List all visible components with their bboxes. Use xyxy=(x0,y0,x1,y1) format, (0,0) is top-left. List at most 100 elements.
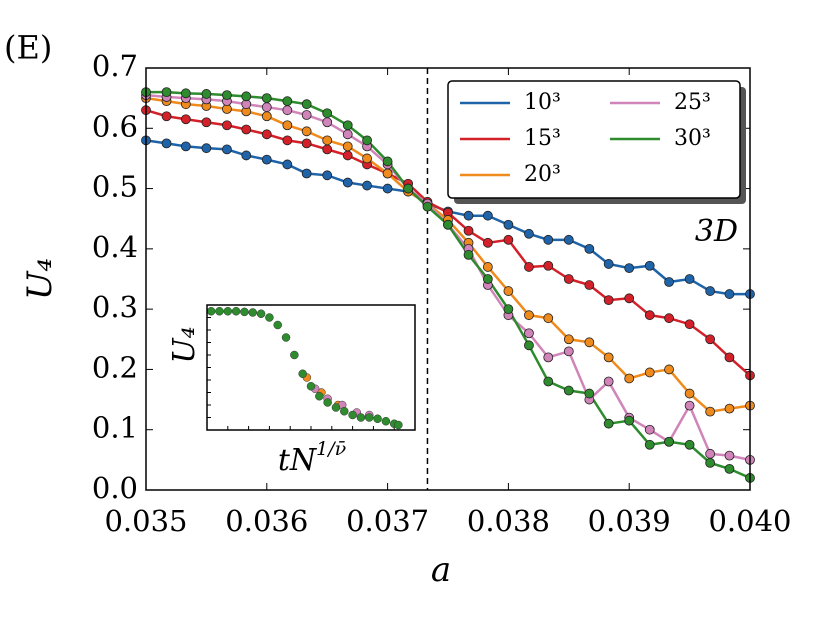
data-point xyxy=(705,286,716,296)
data-point xyxy=(724,463,735,474)
x-tick-label: 0.035 xyxy=(104,504,187,538)
inset-frame xyxy=(206,304,416,431)
data-point xyxy=(664,364,674,375)
y-tick-label: 0.5 xyxy=(92,170,138,204)
y-tick-label: 0.3 xyxy=(92,290,138,324)
inset-point xyxy=(340,407,349,416)
x-tick-label: 0.038 xyxy=(467,504,550,538)
data-point xyxy=(362,180,372,191)
data-point xyxy=(482,274,493,284)
data-point xyxy=(201,143,212,154)
data-point xyxy=(563,334,574,345)
data-point xyxy=(201,117,212,128)
data-point xyxy=(603,259,614,269)
x-tick-label: 0.039 xyxy=(588,504,671,538)
data-point xyxy=(322,135,333,146)
y-tick-label: 0.7 xyxy=(92,49,138,83)
data-point xyxy=(261,154,272,165)
data-point xyxy=(563,234,574,245)
data-point xyxy=(161,138,172,149)
data-point xyxy=(463,225,474,236)
data-point xyxy=(624,373,635,384)
data-point xyxy=(563,274,574,284)
data-point xyxy=(222,120,232,131)
data-point xyxy=(503,286,514,296)
data-point xyxy=(644,424,655,435)
data-point xyxy=(603,352,614,363)
data-point xyxy=(644,310,655,321)
data-point xyxy=(463,210,474,221)
data-point xyxy=(684,439,695,450)
inset-x-label-base: tN xyxy=(278,443,318,478)
legend-label: 20³ xyxy=(524,162,561,187)
data-point xyxy=(241,150,252,161)
data-point xyxy=(403,183,414,194)
y-tick-label: 0.0 xyxy=(92,471,138,505)
data-point xyxy=(724,352,735,363)
data-point xyxy=(524,228,534,239)
data-point xyxy=(584,243,595,254)
data-point xyxy=(301,110,312,120)
data-point xyxy=(322,170,333,181)
x-axis-label: a xyxy=(431,550,451,590)
data-point xyxy=(705,457,716,468)
data-point xyxy=(724,403,735,414)
data-point xyxy=(705,448,716,459)
data-point xyxy=(382,168,393,179)
inset-point xyxy=(373,414,382,423)
data-point xyxy=(664,436,674,447)
x-tick-label: 0.036 xyxy=(225,504,308,538)
data-point xyxy=(301,99,312,110)
data-point xyxy=(201,89,212,99)
data-point xyxy=(180,114,191,125)
data-point xyxy=(644,439,655,450)
data-point xyxy=(261,93,272,104)
data-point xyxy=(362,153,372,164)
data-point xyxy=(322,117,333,128)
inset-x-label-sup: 1/ν̄ xyxy=(316,438,346,460)
data-point xyxy=(684,319,695,330)
data-point xyxy=(644,260,655,271)
data-point xyxy=(241,124,252,135)
x-tick-label: 0.037 xyxy=(346,504,429,538)
inset-x-label: tN1/ν̄ xyxy=(278,438,347,478)
data-point xyxy=(180,88,191,99)
inset-point xyxy=(206,307,216,316)
data-point xyxy=(463,249,474,260)
y-tick-label: 0.1 xyxy=(92,411,138,445)
data-point xyxy=(543,313,554,324)
data-point xyxy=(342,177,353,188)
data-point xyxy=(563,346,574,357)
data-point xyxy=(161,87,172,98)
data-point xyxy=(342,141,353,152)
data-point xyxy=(482,262,493,272)
inset-point xyxy=(256,309,266,318)
data-point xyxy=(524,310,534,321)
data-point xyxy=(584,388,595,399)
data-point xyxy=(443,219,453,230)
inset-point xyxy=(231,307,241,316)
data-point xyxy=(261,102,272,113)
inset-point xyxy=(240,307,249,317)
data-point xyxy=(664,313,674,324)
y-tick-label: 0.4 xyxy=(92,230,138,264)
inset-point xyxy=(265,313,274,322)
data-point xyxy=(705,334,716,345)
data-point xyxy=(584,337,595,348)
data-point xyxy=(241,91,252,102)
data-point xyxy=(422,201,433,212)
data-point xyxy=(282,135,293,146)
legend-label: 10³ xyxy=(524,90,561,115)
data-point xyxy=(603,376,614,387)
panel-label: (E) xyxy=(4,29,52,67)
data-point xyxy=(624,415,635,426)
data-point xyxy=(524,340,534,351)
data-point xyxy=(503,234,514,245)
data-point xyxy=(584,280,595,290)
inset-point xyxy=(215,307,224,316)
data-point xyxy=(342,129,353,140)
x-tick-label: 0.040 xyxy=(708,504,791,538)
data-point xyxy=(524,262,534,272)
data-point xyxy=(503,304,514,315)
